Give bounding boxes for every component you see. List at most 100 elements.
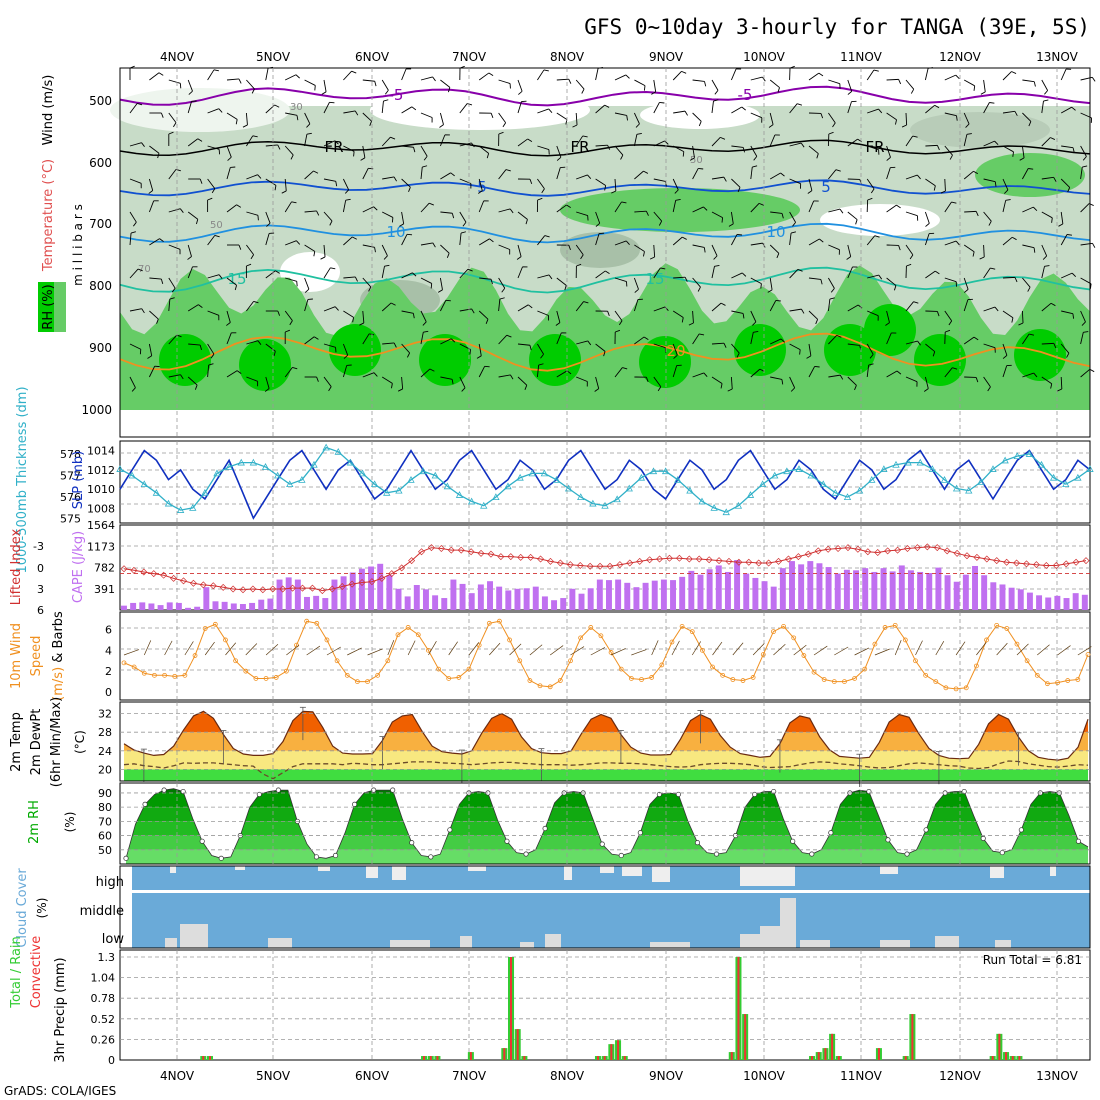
cape-bar bbox=[194, 606, 201, 610]
rh2m-line bbox=[125, 788, 1089, 859]
rh-legend-swatch bbox=[38, 282, 54, 332]
wind-barb-flag bbox=[242, 124, 248, 128]
precip-convective-bar bbox=[617, 1040, 620, 1060]
wind-barb bbox=[362, 112, 372, 122]
wind-barb bbox=[692, 310, 694, 324]
wind-barb bbox=[847, 138, 858, 147]
wind-barb-flag bbox=[432, 76, 436, 82]
wind-barb-flag bbox=[257, 174, 262, 179]
wind-barb bbox=[498, 112, 507, 123]
wind-barb bbox=[323, 306, 336, 312]
cape-bar bbox=[935, 567, 942, 610]
rh2m-marker bbox=[1018, 827, 1024, 833]
wind-barb bbox=[207, 365, 210, 378]
wind-barb-flag bbox=[498, 131, 504, 135]
wind-barb-flag bbox=[1072, 313, 1075, 319]
wind-barb-flag bbox=[611, 190, 617, 194]
wind-barb-flag bbox=[829, 297, 835, 300]
wind-barb bbox=[1022, 206, 1034, 213]
wind-barb-flag bbox=[1053, 343, 1057, 349]
top-date-label: 10NOV bbox=[743, 50, 785, 64]
isotherm-freezing bbox=[119, 139, 1091, 157]
thickness-marker bbox=[1049, 473, 1058, 481]
wind-barb bbox=[478, 72, 490, 81]
wind-barb bbox=[634, 244, 645, 252]
precip-tick-label: 1.3 bbox=[98, 951, 116, 964]
wind-barb bbox=[905, 211, 918, 217]
wind-barb-flag bbox=[218, 108, 223, 113]
isotherm-10 bbox=[119, 222, 1091, 244]
wind-barb bbox=[983, 376, 991, 388]
thickness-marker bbox=[746, 491, 755, 498]
wind-barb-flag bbox=[564, 285, 567, 291]
rh2m-panel-frame bbox=[119, 782, 1091, 865]
lifted-index-marker bbox=[725, 557, 733, 565]
wind-barb-flag bbox=[353, 151, 355, 157]
slp-tick-label: 1010 bbox=[87, 483, 115, 496]
wind10m-speed-marker bbox=[750, 675, 756, 680]
precip-convective-bar bbox=[623, 1056, 626, 1060]
cape-bar bbox=[477, 584, 484, 610]
wind-barb bbox=[517, 138, 528, 147]
cape-bar bbox=[395, 588, 402, 610]
wind-barb-flag bbox=[979, 256, 985, 260]
wind-barb bbox=[789, 142, 802, 147]
cape-tick-label: 1173 bbox=[87, 540, 115, 553]
wind-barb bbox=[304, 210, 317, 213]
wind-barb bbox=[1060, 343, 1070, 354]
lifted-index-marker bbox=[695, 555, 703, 563]
wind-barb bbox=[1061, 272, 1073, 279]
wind-barb-flag bbox=[510, 374, 514, 380]
wind-barb bbox=[1041, 342, 1054, 345]
wind-barb bbox=[168, 112, 177, 123]
wind-barb-flag bbox=[948, 320, 953, 326]
wind-barb bbox=[459, 211, 467, 223]
wind-barb bbox=[944, 112, 957, 117]
wind-barb-flag bbox=[423, 330, 429, 333]
lifted-index-marker bbox=[487, 550, 495, 558]
lifted-index-marker bbox=[665, 554, 673, 562]
rh2m-unit-label: (%) bbox=[63, 812, 77, 833]
wind-barb bbox=[769, 79, 780, 88]
wind-barb bbox=[924, 233, 930, 246]
wind-barb-flag bbox=[836, 334, 842, 338]
isotherm-label: 5 bbox=[821, 178, 831, 196]
wind-barb-flag bbox=[462, 222, 467, 227]
wind-barb bbox=[575, 79, 585, 90]
wind10m-barb bbox=[813, 645, 828, 656]
wind-barb bbox=[789, 103, 798, 114]
temperature-legend-label: Temperature (°C) bbox=[41, 159, 56, 272]
cloud-low-gap bbox=[800, 940, 830, 948]
wind-barb bbox=[711, 342, 725, 345]
cloud-low-gap bbox=[460, 936, 472, 948]
wind-barb bbox=[808, 200, 815, 213]
wind-barb-flag bbox=[933, 185, 936, 191]
rh-saturated-region bbox=[419, 334, 471, 386]
wind-barb bbox=[265, 68, 269, 81]
wind-barb bbox=[556, 204, 567, 213]
wind-barb bbox=[633, 277, 639, 290]
wind-barb bbox=[401, 145, 414, 148]
wind-barb bbox=[342, 343, 349, 356]
wind-barb-flag bbox=[806, 355, 812, 359]
wind-barb bbox=[905, 174, 918, 180]
wind-barb-flag bbox=[847, 91, 852, 95]
wind-barb bbox=[750, 332, 754, 345]
wind-barb-flag bbox=[234, 285, 238, 291]
wind-barb-flag bbox=[194, 384, 198, 390]
wind10m-speed-marker bbox=[466, 666, 472, 672]
cape-bar bbox=[816, 563, 823, 610]
wind10m-speed-marker bbox=[476, 642, 482, 648]
cape-bar bbox=[221, 601, 228, 610]
cape-bar bbox=[551, 600, 558, 610]
cape-bar bbox=[121, 605, 127, 610]
wind-barb bbox=[1080, 310, 1086, 323]
wind-barb bbox=[827, 299, 831, 312]
isotherm-label: 15 bbox=[645, 270, 664, 288]
wind-barb-flag bbox=[988, 220, 992, 226]
lifted-index-marker bbox=[606, 562, 614, 570]
wind-barb bbox=[983, 211, 992, 222]
cloud-high-gap bbox=[468, 866, 486, 871]
wind-barb bbox=[420, 368, 431, 378]
thickness-marker bbox=[710, 504, 718, 511]
